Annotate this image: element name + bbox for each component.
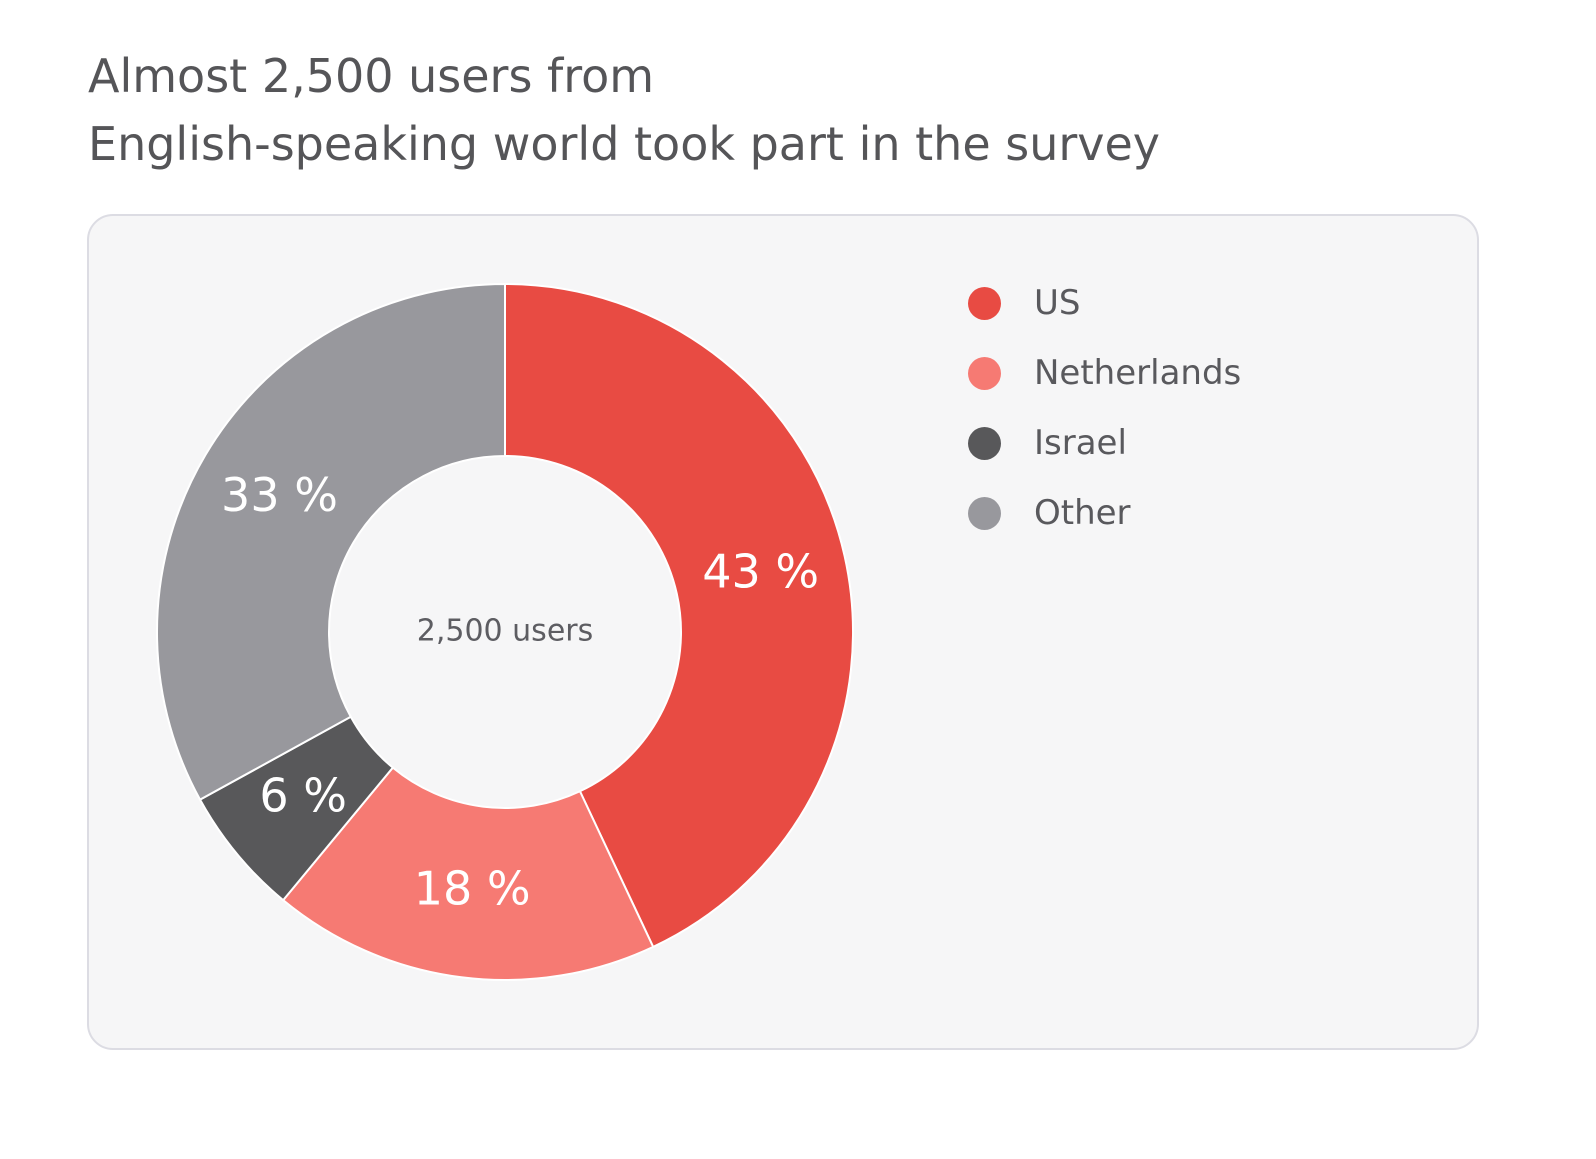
donut-slices xyxy=(156,282,854,981)
chart-title-line-1: Almost 2,500 users from xyxy=(88,49,655,103)
legend-swatch-israel xyxy=(968,426,1001,460)
chart-title-line-2: English-speaking world took part in the … xyxy=(88,117,1161,171)
donut-slice-netherlands xyxy=(281,766,655,981)
legend-label-israel: Israel xyxy=(1034,423,1127,463)
value-label-netherlands: 18 % xyxy=(414,861,531,915)
legend-item-netherlands: Netherlands xyxy=(968,338,1241,408)
chart-title: Almost 2,500 users from English-speaking… xyxy=(88,42,1388,178)
donut-slice-other xyxy=(156,282,506,802)
donut-value-labels: 43 % 18 % 6 % 33 % xyxy=(221,468,819,915)
legend-item-us: US xyxy=(968,268,1241,338)
legend-swatch-other xyxy=(968,496,1001,530)
legend-item-other: Other xyxy=(968,478,1241,548)
donut-slice-us xyxy=(504,282,854,949)
legend-label-netherlands: Netherlands xyxy=(1034,353,1242,393)
legend-label-us: US xyxy=(1034,283,1081,323)
legend-swatch-us xyxy=(968,286,1001,320)
legend-item-israel: Israel xyxy=(968,408,1241,478)
donut-center-label: 2,500 users xyxy=(417,614,593,649)
value-label-other: 33 % xyxy=(221,468,338,522)
legend-label-other: Other xyxy=(1034,493,1131,533)
chart-legend: US Netherlands Israel Other xyxy=(968,268,1241,548)
value-label-us: 43 % xyxy=(702,544,819,598)
value-label-israel: 6 % xyxy=(259,769,347,823)
legend-swatch-netherlands xyxy=(968,356,1001,390)
